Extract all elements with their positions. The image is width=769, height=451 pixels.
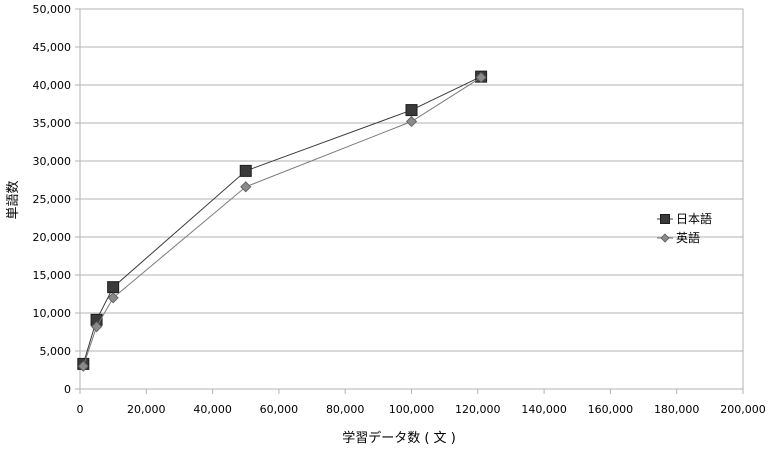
y-tick-label: 35,000 xyxy=(33,117,72,130)
legend-label: 英語 xyxy=(676,230,700,245)
data-point-square xyxy=(239,164,252,177)
data-point-diamond xyxy=(77,360,89,372)
data-point-diamond xyxy=(475,71,487,83)
legend-square-marker xyxy=(660,214,670,224)
x-tick-label: 0 xyxy=(77,403,84,416)
data-point-diamond xyxy=(107,292,119,304)
y-tick-label: 30,000 xyxy=(33,155,72,168)
data-point-diamond xyxy=(405,115,418,128)
y-tick-label: 5,000 xyxy=(40,345,72,358)
y-axis-title: 単語数 xyxy=(5,180,21,219)
y-tick-label: 25,000 xyxy=(33,193,72,206)
y-tick-label: 50,000 xyxy=(33,3,72,16)
legend-label: 日本語 xyxy=(676,211,712,226)
y-tick-label: 20,000 xyxy=(33,231,72,244)
y-tick-label: 40,000 xyxy=(33,79,72,92)
y-tick-label: 15,000 xyxy=(33,269,72,282)
y-tick-label: 45,000 xyxy=(33,41,72,54)
x-tick-label: 140,000 xyxy=(521,403,567,416)
series-line xyxy=(82,76,482,365)
data-point-diamond xyxy=(91,321,103,333)
x-axis-title: 学習データ数 ( 文 ) xyxy=(342,430,456,446)
series-group xyxy=(77,70,488,372)
x-tick-label: 120,000 xyxy=(455,403,501,416)
legend-diamond-marker xyxy=(660,233,670,243)
gridlines xyxy=(80,8,743,352)
tick-labels: 0 5,000 10,000 15,000 20,000 25,000 30,000 35,0… xyxy=(33,3,766,416)
series-1 xyxy=(77,70,488,370)
x-tick-label: 60,000 xyxy=(260,403,299,416)
x-tick-label: 100,000 xyxy=(389,403,435,416)
plot-area-border xyxy=(79,8,744,390)
x-tick-label: 160,000 xyxy=(588,403,634,416)
x-tick-label: 80,000 xyxy=(326,403,365,416)
series-2 xyxy=(77,71,487,372)
x-tick-label: 200,000 xyxy=(720,403,766,416)
y-tick-label: 10,000 xyxy=(33,307,72,320)
axes xyxy=(75,8,744,394)
legend-item-1: 日本語 xyxy=(657,211,712,226)
y-tick-label: 0 xyxy=(64,383,71,396)
x-tick-label: 20,000 xyxy=(127,403,166,416)
data-point-square xyxy=(107,281,120,294)
data-point-diamond xyxy=(240,181,252,193)
legend-item-2: 英語 xyxy=(657,230,700,245)
series-line xyxy=(82,76,482,367)
data-point-square xyxy=(405,104,418,117)
x-tick-label: 40,000 xyxy=(193,403,232,416)
x-tick-label: 180,000 xyxy=(654,403,700,416)
